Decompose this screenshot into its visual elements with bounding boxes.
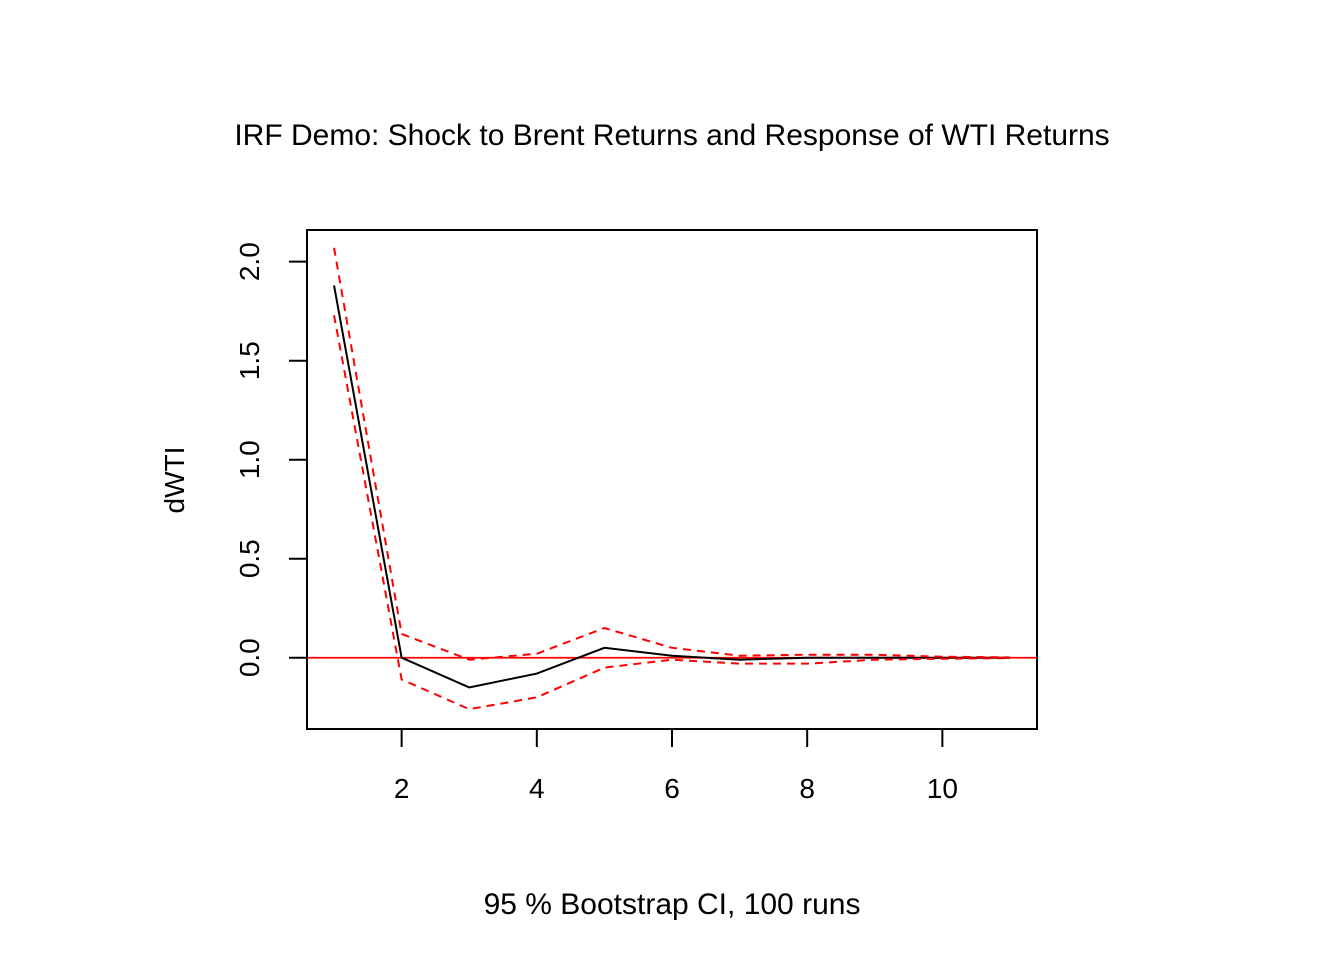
x-tick-label: 8	[799, 773, 815, 804]
x-tick-label: 4	[529, 773, 545, 804]
chart-marks	[307, 247, 1037, 711]
y-tick-label: 0.0	[234, 638, 265, 677]
chart-title: IRF Demo: Shock to Brent Returns and Res…	[234, 119, 1109, 152]
x-tick-label: 6	[664, 773, 680, 804]
x-tick-label: 2	[394, 773, 410, 804]
y-axis: 0.0 0.5 1.0 1.5 2.0	[234, 242, 308, 677]
plot-frame	[306, 229, 1038, 730]
y-tick-label: 1.5	[234, 341, 265, 380]
series-line-lower-ci	[333, 314, 1010, 711]
x-axis: 2 4 6 8 10	[394, 728, 958, 804]
x-tick-label: 10	[927, 773, 958, 804]
y-tick-label: 0.5	[234, 539, 265, 578]
y-tick-label: 1.0	[234, 440, 265, 479]
series-line-upper-ci	[333, 247, 1010, 661]
y-tick-label: 2.0	[234, 242, 265, 281]
y-axis-title: dWTI	[159, 447, 190, 514]
x-axis-title: 95 % Bootstrap CI, 100 runs	[484, 888, 861, 921]
series-line-response	[333, 285, 1010, 689]
